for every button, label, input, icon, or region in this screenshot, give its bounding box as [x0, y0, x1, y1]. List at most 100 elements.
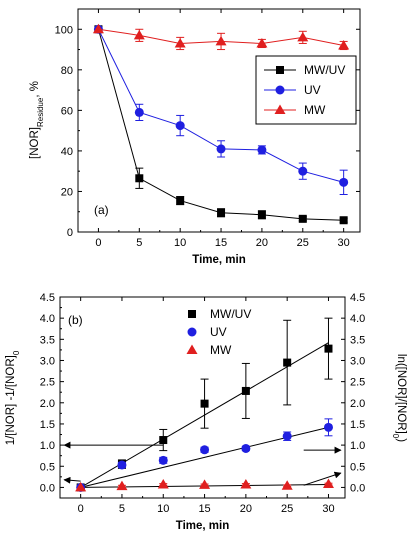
data-point-mwuv: [176, 196, 185, 205]
plot-frame: [77, 8, 361, 233]
y-tick-label: 40: [61, 146, 73, 158]
data-point-mwuv: [217, 208, 226, 217]
y-axis-title-suffix: , %: [29, 81, 41, 98]
y-tick-label: 1.5: [40, 419, 55, 431]
x-tick-label: 30: [322, 503, 334, 515]
y-right-tick-label: 2.0: [350, 398, 365, 410]
y-right-tick-label: 0.0: [350, 482, 365, 494]
y-tick-label: 2.5: [40, 377, 55, 389]
legend-label: MW/UV: [304, 63, 345, 77]
data-point-mwuv: [339, 216, 348, 225]
data-point-mwuv: [159, 436, 168, 445]
legend-label: MW: [304, 103, 326, 117]
legend-marker-mw: [186, 344, 198, 354]
data-point-mwuv: [257, 210, 266, 219]
y-tick-label: 0: [67, 227, 73, 239]
legend-marker-mwuv: [276, 66, 284, 74]
x-tick-label: 20: [256, 237, 268, 249]
data-point-mw: [75, 481, 87, 492]
y-tick-label: 3.0: [40, 355, 55, 367]
data-point-mwuv: [200, 399, 209, 408]
data-point-uv: [282, 431, 292, 441]
data-point-mw: [174, 37, 186, 48]
data-point-mw: [133, 29, 145, 40]
annotation-arrow: [63, 476, 81, 484]
y-axis-title-right-sub: 0: [392, 434, 401, 439]
data-point-uv: [216, 144, 226, 154]
y-tick-label: 100: [55, 24, 73, 36]
x-tick-label: 20: [240, 503, 252, 515]
legend-label: UV: [210, 325, 227, 339]
y-right-tick-label: 1.5: [350, 419, 365, 431]
legend-marker-uv: [275, 85, 285, 95]
y-tick-label: 3.5: [40, 334, 55, 346]
annotation-arrow: [303, 471, 342, 486]
data-point-mwuv: [324, 344, 333, 353]
y-axis-title-main: [NOR]: [29, 127, 41, 159]
y-right-tick-label: 3.5: [350, 334, 365, 346]
legend-label: UV: [304, 83, 321, 97]
x-axis-title: Time, min: [176, 520, 229, 532]
legend-label: MW/UV: [210, 307, 251, 321]
x-tick-label: 10: [174, 237, 186, 249]
y-tick-label: 80: [61, 65, 73, 77]
data-point-uv: [339, 177, 349, 187]
y-tick-label: 20: [61, 186, 73, 198]
x-tick-label: 5: [119, 503, 125, 515]
legend-marker-mw: [274, 104, 286, 114]
data-point-mw: [116, 480, 128, 491]
x-tick-label: 25: [297, 237, 309, 249]
data-point-mw: [240, 478, 252, 489]
x-axis-title: Time, min: [192, 254, 245, 266]
plot-frame: [59, 296, 346, 499]
y-axis-title-right: ln([NOR]/[NOR]0): [392, 354, 408, 442]
data-point-mw: [157, 478, 169, 489]
data-point-mw: [199, 479, 211, 489]
panel-label: (a): [94, 203, 109, 217]
data-point-uv: [200, 445, 210, 455]
y-tick-label: 0.5: [40, 461, 55, 473]
y-axis-title-left-sub: 0: [12, 350, 21, 355]
legend-marker-mwuv: [188, 310, 196, 318]
y-tick-label: 60: [61, 105, 73, 117]
legend: MW/UV UV MW: [186, 307, 251, 357]
legend-label: MW: [210, 343, 232, 357]
data-point-uv: [323, 422, 333, 432]
data-point-uv: [257, 145, 267, 155]
data-point-uv: [298, 166, 308, 176]
y-axis-title-left-main: 1/[NOR] -1/[NOR]: [5, 355, 17, 445]
x-tick-label: 5: [136, 237, 142, 249]
y-tick-label: 2.0: [40, 398, 55, 410]
y-tick-label: 0.0: [40, 482, 55, 494]
x-tick-label: 0: [95, 237, 101, 249]
y-axis-title-right-main: ln([NOR]/[NOR]: [395, 354, 407, 434]
y-axis-title: [NOR]Residue, %: [29, 81, 45, 159]
data-point-mwuv: [135, 174, 144, 183]
x-tick-label: 10: [157, 503, 169, 515]
data-point-uv: [175, 121, 185, 131]
data-point-mw: [338, 39, 350, 50]
y-tick-label: 1.0: [40, 440, 55, 452]
data-point-mw: [297, 31, 309, 42]
data-point-uv: [134, 107, 144, 117]
data-point-mw: [256, 37, 268, 48]
data-point-mw: [322, 478, 334, 489]
y-axis-title-left: 1/[NOR] -1/[NOR]0: [5, 350, 21, 445]
y-axis-title-right-suffix: ): [395, 438, 407, 442]
chart-a: 0 5 10 15 20 25 30 0 20 40 60 80 100 Time, min MW/UV UV…: [29, 8, 361, 266]
data-point-mw: [281, 480, 293, 490]
panel-label: (b): [68, 313, 83, 327]
data-point-uv: [241, 443, 251, 453]
y-tick-label: 4.0: [40, 313, 55, 325]
legend: MW/UV UV MW: [255, 55, 357, 125]
data-point-mwuv: [283, 358, 292, 367]
data-point-uv: [158, 455, 168, 465]
y-tick-label: 4.5: [40, 292, 55, 304]
y-right-tick-label: 4.0: [350, 313, 365, 325]
x-tick-label: 15: [215, 237, 227, 249]
x-tick-label: 30: [338, 237, 350, 249]
data-point-mwuv: [241, 386, 250, 395]
y-right-tick-label: 4.5: [350, 292, 365, 304]
data-point-mw: [215, 35, 227, 46]
